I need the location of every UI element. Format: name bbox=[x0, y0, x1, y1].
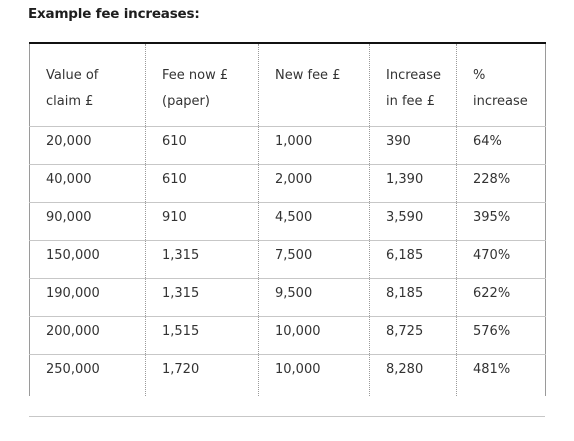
header-line: New fee £ bbox=[275, 68, 341, 83]
cell-percent-increase: 228% bbox=[456, 164, 546, 203]
header-line: Fee now £ bbox=[162, 68, 229, 83]
cell-new-fee: 10,000 bbox=[258, 354, 370, 396]
header-percent-increase: % increase bbox=[456, 42, 546, 127]
table-row: 200,000 1,515 10,000 8,725 576% bbox=[29, 316, 546, 355]
cell-value-of-claim: 200,000 bbox=[29, 316, 146, 355]
cell-increase: 8,725 bbox=[369, 316, 457, 355]
header-line: Increase bbox=[386, 68, 442, 83]
table-header-row: Value of claim £ Fee now £ (paper) New f… bbox=[29, 42, 546, 127]
cell-fee-now: 1,315 bbox=[145, 240, 259, 279]
table-row: 190,000 1,315 9,500 8,185 622% bbox=[29, 278, 546, 317]
cell-new-fee: 10,000 bbox=[258, 316, 370, 355]
cell-fee-now: 1,315 bbox=[145, 278, 259, 317]
cell-increase: 8,280 bbox=[369, 354, 457, 396]
page-title: Example fee increases: bbox=[28, 6, 200, 22]
header-value-of-claim: Value of claim £ bbox=[29, 42, 146, 127]
cell-value-of-claim: 150,000 bbox=[29, 240, 146, 279]
cell-fee-now: 610 bbox=[145, 164, 259, 203]
table-row: 20,000 610 1,000 390 64% bbox=[29, 126, 546, 165]
cell-value-of-claim: 90,000 bbox=[29, 202, 146, 241]
cell-new-fee: 4,500 bbox=[258, 202, 370, 241]
cell-new-fee: 9,500 bbox=[258, 278, 370, 317]
header-line: % bbox=[473, 68, 486, 83]
cell-new-fee: 7,500 bbox=[258, 240, 370, 279]
cell-fee-now: 1,515 bbox=[145, 316, 259, 355]
cell-fee-now: 610 bbox=[145, 126, 259, 165]
cell-new-fee: 1,000 bbox=[258, 126, 370, 165]
cell-percent-increase: 622% bbox=[456, 278, 546, 317]
cell-fee-now: 1,720 bbox=[145, 354, 259, 396]
header-line: in fee £ bbox=[386, 94, 435, 109]
cell-increase: 3,590 bbox=[369, 202, 457, 241]
cell-percent-increase: 481% bbox=[456, 354, 546, 396]
cell-increase: 6,185 bbox=[369, 240, 457, 279]
cell-new-fee: 2,000 bbox=[258, 164, 370, 203]
table-row: 150,000 1,315 7,500 6,185 470% bbox=[29, 240, 546, 279]
table-row: 40,000 610 2,000 1,390 228% bbox=[29, 164, 546, 203]
header-line: (paper) bbox=[162, 94, 210, 109]
cell-increase: 1,390 bbox=[369, 164, 457, 203]
header-fee-now: Fee now £ (paper) bbox=[145, 42, 259, 127]
cell-percent-increase: 64% bbox=[456, 126, 546, 165]
cell-percent-increase: 576% bbox=[456, 316, 546, 355]
cell-increase: 390 bbox=[369, 126, 457, 165]
cell-fee-now: 910 bbox=[145, 202, 259, 241]
cell-value-of-claim: 250,000 bbox=[29, 354, 146, 396]
header-line: Value of bbox=[46, 68, 99, 83]
cell-percent-increase: 470% bbox=[456, 240, 546, 279]
cell-value-of-claim: 40,000 bbox=[29, 164, 146, 203]
header-line: increase bbox=[473, 94, 528, 109]
header-increase-in-fee: Increase in fee £ bbox=[369, 42, 457, 127]
fee-increase-table: Value of claim £ Fee now £ (paper) New f… bbox=[29, 42, 546, 396]
cell-percent-increase: 395% bbox=[456, 202, 546, 241]
footer-divider bbox=[29, 416, 545, 417]
header-line: claim £ bbox=[46, 94, 94, 109]
cell-value-of-claim: 20,000 bbox=[29, 126, 146, 165]
header-new-fee: New fee £ bbox=[258, 42, 370, 127]
table-row: 90,000 910 4,500 3,590 395% bbox=[29, 202, 546, 241]
cell-increase: 8,185 bbox=[369, 278, 457, 317]
cell-value-of-claim: 190,000 bbox=[29, 278, 146, 317]
table-row: 250,000 1,720 10,000 8,280 481% bbox=[29, 354, 546, 396]
